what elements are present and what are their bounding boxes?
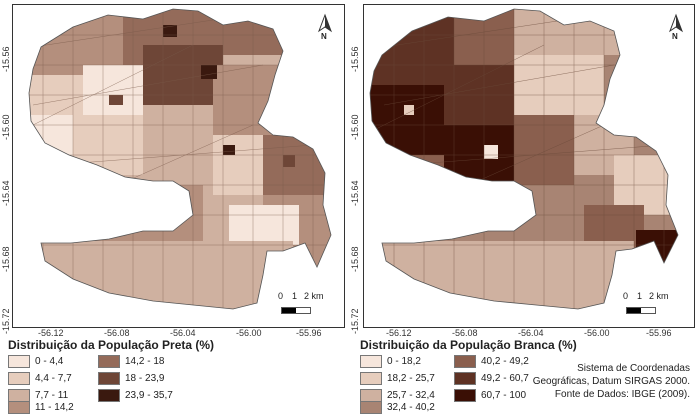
legend-item-left: 4,4 - 7,7 [8,372,72,385]
legend-item-right: 49,2 - 60,7 [454,372,529,385]
legend-item-right: 60,7 - 100 [454,389,526,402]
census-tracts-left [29,9,331,309]
lon-tick: -56.12 [38,328,64,338]
credit-line: Sistema de Coordenadas [577,363,690,374]
legend-item-right: 0 - 18,2 [360,355,421,368]
lon-tick: -56.12 [386,328,412,338]
legend-item-left: 18 - 23,9 [98,372,164,385]
map-panel-right: 0 1 2 km [363,4,695,328]
legend-item-right: 40,2 - 49,2 [454,355,529,368]
north-arrow-icon [317,13,333,33]
map-panel-left: 0 1 2 km [12,4,345,328]
lon-tick: -56.08 [452,328,478,338]
lat-tick: -15.64 [1,180,11,206]
lat-tick: -15.72 [350,308,360,334]
choropleth-left [28,8,333,310]
lon-tick: -55.96 [646,328,672,338]
lon-tick: -56.04 [170,328,196,338]
scale-label-1: 1 [637,291,643,301]
lat-tick: -15.68 [1,246,11,272]
lat-tick: -15.60 [350,114,360,140]
north-label-right: N [672,32,678,41]
lon-tick: -56.04 [518,328,544,338]
legend-item-left: 0 - 4,4 [8,355,63,368]
credit-line: Geográficas, Datum SIRGAS 2000. [532,376,690,387]
scale-label-1: 1 [292,291,298,301]
legend-title-right: Distribuição da População Branca (%) [360,338,577,352]
map-credits: Sistema de Coordenadas Geográficas, Datu… [533,362,690,401]
legend-item-right: 32,4 - 40,2 [360,401,435,414]
lat-tick: -15.56 [1,46,11,72]
lon-tick: -56.00 [236,328,262,338]
scale-label-2: 2 km [649,291,669,301]
north-arrow-icon [668,13,684,33]
lon-tick: -56.08 [104,328,130,338]
scale-bar-left [281,307,311,314]
legend-title-left: Distribuição da População Preta (%) [8,338,215,352]
legend-item-right: 18,2 - 25,7 [360,372,435,385]
legend-item-left: 11 - 14,2 [8,401,74,414]
scale-bar-right [626,307,656,314]
scale-label-0: 0 [623,291,629,301]
lon-tick: -55.96 [296,328,322,338]
lat-tick: -15.60 [1,114,11,140]
scale-label-2: 2 km [304,291,324,301]
lat-tick: -15.68 [350,246,360,272]
credit-line: Fonte de Dados: IBGE (2009). [554,389,690,400]
lat-tick: -15.56 [350,46,360,72]
choropleth-right [369,8,684,310]
lat-tick: -15.64 [350,180,360,206]
legend-item-left: 23,9 - 35,7 [98,389,173,402]
lat-tick: -15.72 [1,308,11,334]
lon-tick: -56.00 [584,328,610,338]
scale-label-0: 0 [278,291,284,301]
legend-item-left: 14,2 - 18 [98,355,164,368]
north-label-left: N [321,32,327,41]
